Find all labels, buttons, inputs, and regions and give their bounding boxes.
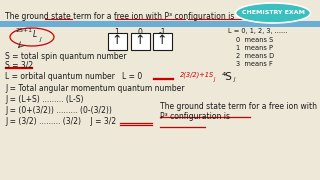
Text: J: J — [214, 77, 215, 82]
Text: The ground state term for a free ion with: The ground state term for a free ion wit… — [160, 102, 317, 111]
Text: J = (L+S) ......... (L-S): J = (L+S) ......... (L-S) — [5, 95, 84, 104]
Text: 3  means F: 3 means F — [236, 61, 273, 67]
Text: CHEMISTRY EXAM: CHEMISTRY EXAM — [242, 10, 305, 15]
Text: 2S+1: 2S+1 — [16, 28, 33, 33]
Text: 0  means S: 0 means S — [236, 37, 273, 43]
Text: ↑: ↑ — [112, 35, 122, 48]
Text: ↑: ↑ — [135, 35, 145, 48]
FancyBboxPatch shape — [131, 33, 149, 50]
Text: L = orbital quantum number   L = 0: L = orbital quantum number L = 0 — [5, 72, 142, 81]
Text: 0: 0 — [138, 28, 142, 37]
FancyBboxPatch shape — [153, 33, 172, 50]
Text: S = total spin quantum number: S = total spin quantum number — [5, 52, 126, 61]
Text: J = Total angular momentum quantum number: J = Total angular momentum quantum numbe… — [5, 84, 185, 93]
Text: The ground state term for a free ion with P³ configuration is: The ground state term for a free ion wit… — [5, 12, 234, 21]
Text: J: J — [40, 37, 42, 42]
Ellipse shape — [236, 3, 310, 23]
Text: L = 0, 1, 2, 3, ......: L = 0, 1, 2, 3, ...... — [228, 28, 287, 34]
Text: 1  means P: 1 means P — [236, 45, 273, 51]
Text: J = (0+(3/2)) ......... (0-(3/2)): J = (0+(3/2)) ......... (0-(3/2)) — [5, 106, 112, 115]
Text: 2  means D: 2 means D — [236, 53, 274, 59]
Text: J: J — [234, 77, 236, 82]
Text: L: L — [33, 30, 37, 39]
Text: P³ configuration is: P³ configuration is — [160, 112, 230, 121]
Text: -1: -1 — [158, 28, 166, 37]
Text: J = (3/2) ......... (3/2)    J = 3/2: J = (3/2) ......... (3/2) J = 3/2 — [5, 117, 116, 126]
FancyBboxPatch shape — [108, 33, 126, 50]
Bar — [0, 21, 320, 27]
Text: 2(3/2)+1S: 2(3/2)+1S — [180, 72, 214, 78]
Text: ⁴S: ⁴S — [222, 72, 233, 82]
Text: S = 3/2: S = 3/2 — [5, 61, 33, 70]
Text: ↑: ↑ — [157, 35, 167, 48]
Text: 1: 1 — [115, 28, 119, 37]
